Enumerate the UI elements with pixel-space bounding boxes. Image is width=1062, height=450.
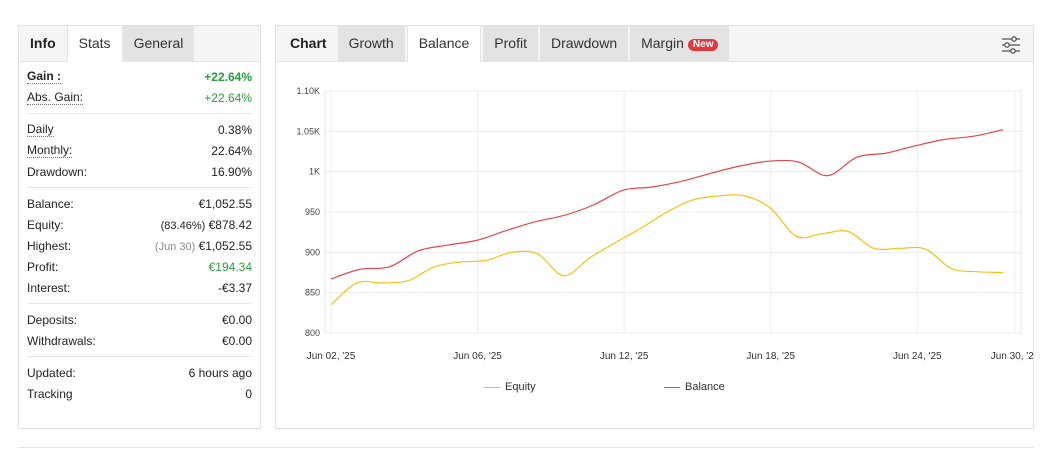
tab-profit[interactable]: Profit — [483, 26, 538, 61]
withdrawals-value: €0.00 — [221, 333, 252, 348]
legend-equity-label: Equity — [505, 381, 536, 393]
tab-balance[interactable]: Balance — [406, 26, 482, 62]
chart-tabs: Chart Growth Balance Profit Drawdown Mar… — [276, 26, 1033, 62]
x-tick-label: Jun 18, '25 — [746, 351, 795, 362]
x-tick-label: Jun 06, '25 — [453, 351, 502, 362]
withdrawals-label: Withdrawals: — [27, 333, 96, 348]
tab-drawdown[interactable]: Drawdown — [539, 26, 629, 61]
abs-gain-value: +22.64% — [204, 90, 252, 105]
legend-balance-label: Balance — [685, 381, 725, 393]
highest-value: €1,052.55 — [198, 238, 252, 253]
stat-monthly: Monthly: 22.64% — [27, 140, 252, 161]
y-tick-label: 850 — [305, 288, 320, 298]
y-tick-label: 1.05K — [296, 126, 320, 136]
tab-chart: Chart — [276, 26, 338, 61]
updated-value: 6 hours ago — [188, 365, 252, 380]
divider — [27, 187, 252, 188]
y-tick-label: 900 — [305, 247, 320, 257]
tracking-value[interactable]: 0 — [245, 386, 252, 401]
balance-value: €1,052.55 — [198, 196, 252, 211]
tab-growth[interactable]: Growth — [337, 26, 405, 61]
balance-chart: 800 850 900 950 1K 1.05K 1.10K Jun 02, '25 Jun 0… — [276, 63, 1039, 429]
stat-drawdown: Drawdown: 16.90% — [27, 161, 252, 182]
equity-percent: (83.46%) — [160, 219, 206, 232]
stat-equity: Equity: (83.46%) €878.42 — [27, 214, 252, 235]
divider — [27, 113, 252, 114]
chart-svg: 800 850 900 950 1K 1.05K 1.10K Jun 02, '25 Jun 0… — [296, 86, 1039, 362]
updated-label: Updated: — [27, 365, 76, 380]
highest-value-group: (Jun 30) €1,052.55 — [155, 239, 252, 253]
deposits-value: €0.00 — [221, 312, 252, 327]
equity-value-group: (83.46%) €878.42 — [161, 218, 252, 232]
monthly-label[interactable]: Monthly: — [27, 142, 73, 158]
interest-value: -€3.37 — [217, 280, 252, 295]
stat-highest: Highest: (Jun 30) €1,052.55 — [27, 235, 252, 256]
highest-label: Highest: — [27, 238, 72, 253]
series-line-equity — [330, 194, 1004, 306]
stat-balance: Balance: €1,052.55 — [27, 193, 252, 214]
sliders-icon[interactable] — [1001, 35, 1021, 55]
bottom-divider — [18, 447, 1034, 448]
legend-balance-swatch — [664, 386, 680, 388]
y-tick-label: 1.10K — [296, 86, 320, 96]
abs-gain-label[interactable]: Abs. Gain: — [27, 89, 84, 105]
stats-panel: Info Stats General Gain : +22.64% Abs. G… — [18, 25, 261, 429]
monthly-value: 22.64% — [211, 143, 252, 158]
x-tick-label: Jun 24, '25 — [893, 351, 942, 362]
stat-tracking: Tracking 0 — [27, 383, 252, 404]
daily-label[interactable]: Daily — [27, 121, 54, 137]
equity-value: €878.42 — [208, 217, 252, 232]
y-tick-label: 950 — [305, 207, 320, 217]
balance-label: Balance: — [27, 196, 74, 211]
interest-label: Interest: — [27, 280, 71, 295]
chart-panel: Chart Growth Balance Profit Drawdown Mar… — [275, 25, 1040, 429]
legend-equity[interactable]: Equity — [484, 381, 536, 393]
stat-gain: Gain : +22.64% — [27, 66, 252, 87]
gain-label[interactable]: Gain : — [27, 68, 62, 84]
legend-balance[interactable]: Balance — [664, 381, 725, 393]
tracking-label: Tracking — [27, 386, 73, 401]
divider — [27, 356, 252, 357]
divider — [27, 303, 252, 304]
stat-updated: Updated: 6 hours ago — [27, 362, 252, 383]
series-line-balance — [330, 129, 1004, 280]
x-tick-label: Jun 02, '25 — [307, 351, 356, 362]
new-badge: New — [687, 39, 719, 51]
tab-info[interactable]: Info — [19, 26, 67, 61]
daily-value: 0.38% — [217, 122, 252, 137]
legend-equity-swatch — [484, 386, 500, 388]
stat-profit: Profit: €194.34 — [27, 256, 252, 277]
drawdown-value: 16.90% — [211, 164, 252, 179]
gain-value: +22.64% — [204, 69, 252, 84]
highest-date: (Jun 30) — [154, 240, 196, 253]
x-tick-label: Jun 12, '25 — [600, 351, 649, 362]
equity-label: Equity: — [27, 217, 64, 232]
stat-daily: Daily 0.38% — [27, 119, 252, 140]
tab-stats[interactable]: Stats — [66, 26, 123, 62]
tab-margin[interactable]: Margin New — [630, 26, 730, 61]
tab-margin-label: Margin — [641, 35, 684, 51]
drawdown-label: Drawdown: — [27, 164, 88, 179]
tab-general[interactable]: General — [122, 26, 195, 61]
stat-deposits: Deposits: €0.00 — [27, 309, 252, 330]
y-tick-label: 1K — [309, 167, 320, 177]
y-tick-label: 800 — [305, 328, 320, 338]
left-tabs: Info Stats General — [19, 26, 260, 62]
stat-abs-gain: Abs. Gain: +22.64% — [27, 87, 252, 108]
profit-value: €194.34 — [208, 259, 252, 274]
deposits-label: Deposits: — [27, 312, 78, 327]
x-tick-label: Jun 30, '25 — [991, 351, 1033, 362]
profit-label: Profit: — [27, 259, 59, 274]
stats-list: Gain : +22.64% Abs. Gain: +22.64% Daily … — [19, 62, 260, 404]
stat-interest: Interest: -€3.37 — [27, 277, 252, 298]
stat-withdrawals: Withdrawals: €0.00 — [27, 330, 252, 351]
